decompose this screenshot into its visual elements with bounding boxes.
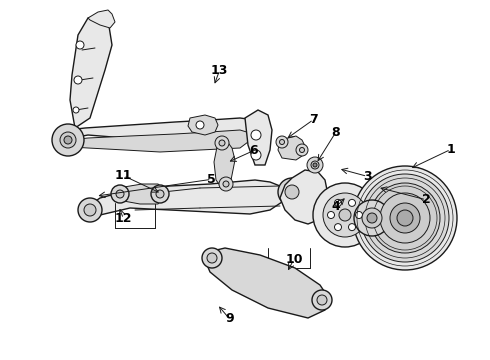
Circle shape [111,185,129,203]
Text: 2: 2 [422,193,431,206]
Circle shape [60,132,76,148]
Circle shape [64,136,72,144]
Circle shape [313,183,377,247]
Circle shape [335,199,342,206]
Circle shape [84,204,96,216]
Circle shape [362,208,382,228]
Circle shape [276,136,288,148]
Text: 7: 7 [309,113,318,126]
Text: 13: 13 [211,64,228,77]
Circle shape [215,136,229,150]
Circle shape [348,224,356,231]
Circle shape [285,185,299,199]
Circle shape [219,177,233,191]
Circle shape [156,190,164,198]
Circle shape [380,193,430,243]
Polygon shape [205,248,330,318]
Circle shape [279,140,285,144]
Circle shape [367,213,377,223]
Text: 3: 3 [363,170,372,183]
Circle shape [356,212,363,219]
Circle shape [307,157,323,173]
Text: 9: 9 [225,312,234,325]
Polygon shape [278,136,306,160]
Circle shape [335,224,342,231]
Circle shape [313,163,317,167]
Polygon shape [214,140,235,188]
Circle shape [354,200,390,236]
Circle shape [202,248,222,268]
Circle shape [296,144,308,156]
Circle shape [348,199,356,206]
Polygon shape [70,15,112,128]
Circle shape [219,140,225,146]
Text: 5: 5 [207,173,216,186]
Polygon shape [112,184,165,204]
Circle shape [78,198,102,222]
Circle shape [251,150,261,160]
Text: 11: 11 [115,169,132,182]
Text: 6: 6 [249,144,258,157]
Circle shape [370,183,440,253]
Circle shape [151,185,169,203]
Polygon shape [88,10,115,28]
Polygon shape [245,110,272,165]
Circle shape [353,166,457,270]
Circle shape [74,76,82,84]
Text: 8: 8 [331,126,340,139]
Polygon shape [82,180,292,220]
Circle shape [52,124,84,156]
Circle shape [223,181,229,187]
Circle shape [361,174,449,262]
Circle shape [312,290,332,310]
Circle shape [327,212,335,219]
Circle shape [73,107,79,113]
Text: 12: 12 [115,212,132,225]
Text: 1: 1 [446,143,455,156]
Circle shape [317,295,327,305]
Circle shape [339,209,351,221]
Circle shape [76,41,84,49]
Polygon shape [70,130,250,152]
Circle shape [251,130,261,140]
Circle shape [311,161,319,169]
Text: 4: 4 [331,201,340,213]
Circle shape [278,178,306,206]
Polygon shape [65,118,255,140]
Circle shape [397,210,413,226]
Circle shape [196,121,204,129]
Circle shape [299,148,304,153]
Circle shape [390,203,420,233]
Polygon shape [280,170,328,224]
Circle shape [116,190,124,198]
Circle shape [323,193,367,237]
Polygon shape [188,115,218,135]
Circle shape [207,253,217,263]
Text: 10: 10 [285,253,303,266]
